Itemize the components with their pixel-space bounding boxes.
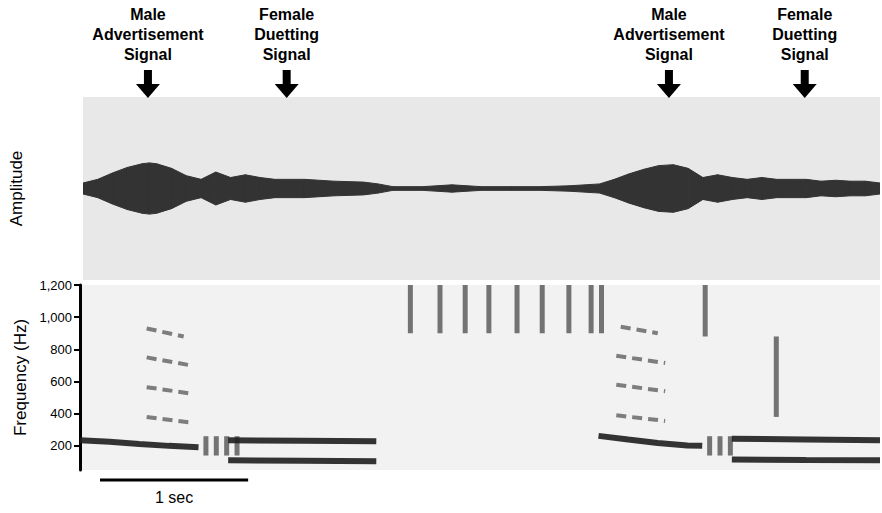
svg-text:Female: Female: [259, 6, 314, 23]
svg-text:Advertisement: Advertisement: [613, 26, 725, 43]
svg-text:Signal: Signal: [124, 46, 172, 63]
svg-text:400: 400: [50, 406, 72, 421]
svg-text:1,000: 1,000: [39, 310, 72, 325]
svg-text:Male: Male: [130, 6, 166, 23]
svg-text:1 sec: 1 sec: [155, 489, 193, 506]
svg-text:Signal: Signal: [645, 46, 693, 63]
svg-text:1,200: 1,200: [39, 278, 72, 293]
svg-text:Advertisement: Advertisement: [92, 26, 204, 43]
svg-text:Signal: Signal: [781, 46, 829, 63]
svg-text:Duetting: Duetting: [772, 26, 837, 43]
svg-text:Male: Male: [651, 6, 687, 23]
svg-text:800: 800: [50, 342, 72, 357]
svg-text:600: 600: [50, 374, 72, 389]
svg-text:Duetting: Duetting: [254, 26, 319, 43]
svg-text:200: 200: [50, 438, 72, 453]
svg-text:Frequency (Hz): Frequency (Hz): [11, 319, 30, 436]
svg-text:Signal: Signal: [263, 46, 311, 63]
svg-text:Amplitude: Amplitude: [7, 151, 26, 227]
svg-text:Female: Female: [777, 6, 832, 23]
